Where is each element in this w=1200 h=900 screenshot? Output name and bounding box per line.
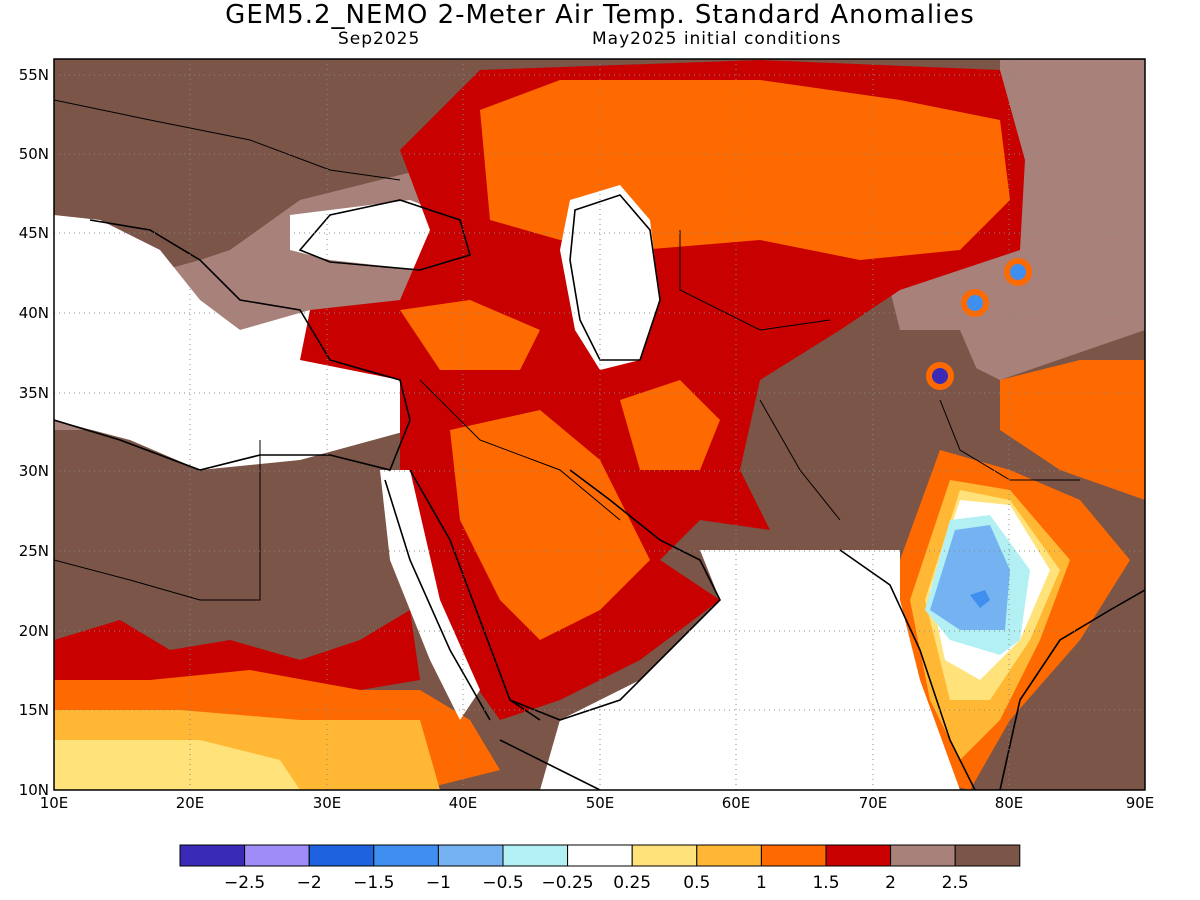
lat-tick: 50N xyxy=(19,145,49,163)
border-6 xyxy=(939,399,1080,481)
coastlines xyxy=(54,194,1145,790)
lon-tick: 30E xyxy=(313,794,342,812)
lat-tick: 30N xyxy=(19,462,49,480)
legend-label: −0.25 xyxy=(542,873,594,893)
lon-tick: 50E xyxy=(586,794,615,812)
anomaly-spot-2-core xyxy=(967,295,983,311)
anomaly-spot-1-core xyxy=(1010,264,1026,280)
border-1 xyxy=(54,440,261,601)
coastline-black-sea xyxy=(298,199,471,271)
border-2 xyxy=(54,99,401,181)
coastline-red-sea xyxy=(384,469,541,721)
border-4 xyxy=(679,230,831,331)
legend-colorbar xyxy=(179,844,1021,867)
legend-swatch xyxy=(825,844,892,867)
field-orange-iran xyxy=(620,380,720,470)
legend-swatch xyxy=(890,844,956,867)
legend-label: 0.25 xyxy=(613,873,651,893)
lon-axis: 10E 20E 30E 40E 50E 60E 70E 80E 90E xyxy=(40,794,1155,812)
legend-label: −1 xyxy=(426,873,451,893)
field-orange-anatolia xyxy=(400,300,540,370)
legend-swatch xyxy=(502,844,569,867)
lat-tick: 20N xyxy=(19,622,49,640)
legend-label: −0.5 xyxy=(482,873,523,893)
lat-tick: 35N xyxy=(19,384,49,402)
initial-conditions: May2025 initial conditions xyxy=(592,29,842,49)
anomaly-fields xyxy=(54,59,1145,790)
border-3 xyxy=(419,379,621,521)
map-title: GEM5.2_NEMO 2-Meter Air Temp. Standard A… xyxy=(225,0,975,30)
lon-tick: 10E xyxy=(40,794,69,812)
field-dark-red-africa xyxy=(54,610,420,700)
legend-label: −1.5 xyxy=(353,873,394,893)
field-orange-himalaya xyxy=(1000,360,1145,500)
legend-labels: −2.5 −2 −1.5 −1 −0.5 −0.25 0.25 0.5 1 1.5 2 2.5 xyxy=(224,873,969,893)
legend-label: 2 xyxy=(885,873,896,893)
legend-label: 1 xyxy=(756,873,767,893)
lon-tick: 60E xyxy=(722,794,751,812)
legend-swatch xyxy=(760,844,827,867)
legend-swatch xyxy=(437,844,504,867)
border-5 xyxy=(759,399,841,521)
field-white-mediterranean xyxy=(54,215,410,470)
field-india-blue xyxy=(970,590,990,608)
legend-swatch xyxy=(373,844,439,867)
legend-swatch xyxy=(244,844,310,867)
coastline-caspian xyxy=(569,194,661,361)
lat-tick: 15N xyxy=(19,701,49,719)
coastline-india xyxy=(839,549,1145,790)
lat-tick: 40N xyxy=(19,304,49,322)
field-yellow-africa xyxy=(54,740,300,790)
legend-swatch xyxy=(179,844,246,867)
lon-tick: 40E xyxy=(449,794,478,812)
anomaly-spot-3-core xyxy=(932,368,948,384)
lat-tick: 55N xyxy=(19,66,49,84)
legend-label: −2 xyxy=(297,873,322,893)
legend-swatch xyxy=(308,844,375,867)
lat-tick: 45N xyxy=(19,224,49,242)
lon-tick: 70E xyxy=(859,794,888,812)
lat-axis: 55N 50N 45N 40N 35N 30N 25N 20N 15N 10N xyxy=(19,66,49,799)
legend-label: 0.5 xyxy=(683,873,710,893)
legend-swatch xyxy=(567,844,633,867)
lon-tick: 90E xyxy=(1126,794,1155,812)
legend-swatch xyxy=(631,844,698,867)
lat-tick: 25N xyxy=(19,542,49,560)
field-orange-arabia xyxy=(450,410,650,640)
field-white-arabian-sea xyxy=(540,550,960,790)
legend-label: −2.5 xyxy=(224,873,265,893)
legend-label: 2.5 xyxy=(942,873,969,893)
legend-swatch xyxy=(954,844,1021,867)
coastline-mediterranean xyxy=(54,219,411,471)
borders xyxy=(54,99,1080,601)
legend-label: 1.5 xyxy=(812,873,839,893)
field-white-caspian xyxy=(560,185,660,370)
grid-lines xyxy=(54,59,1145,790)
coastline-africa-horn xyxy=(499,739,601,790)
forecast-month: Sep2025 xyxy=(338,29,421,49)
coastline-arabia xyxy=(509,469,721,721)
lat-tick: 10N xyxy=(19,781,49,799)
lon-tick: 80E xyxy=(995,794,1024,812)
legend-swatch xyxy=(696,844,762,867)
map-frame xyxy=(53,58,1146,791)
lon-tick: 20E xyxy=(176,794,205,812)
